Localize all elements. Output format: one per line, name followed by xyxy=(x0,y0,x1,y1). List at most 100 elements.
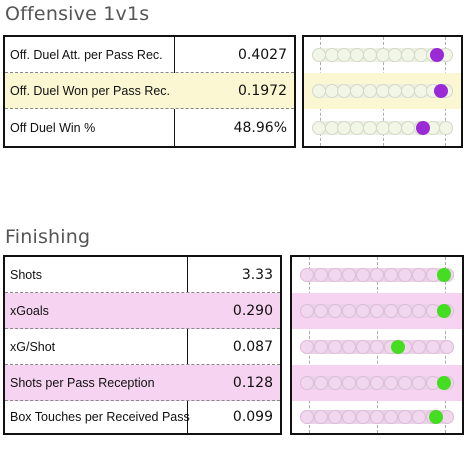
percentile-bead xyxy=(356,376,370,390)
percentile-row xyxy=(292,329,462,365)
stat-value: 48.96% xyxy=(233,119,287,136)
percentile-bead xyxy=(356,268,370,282)
stat-label: Off Duel Win % xyxy=(10,120,96,135)
percentile-bead xyxy=(300,268,314,282)
percentile-bead xyxy=(356,340,370,354)
percentile-bead xyxy=(350,120,365,135)
percentile-track xyxy=(300,376,454,390)
percentile-bead xyxy=(400,48,415,62)
percentile-track xyxy=(312,48,453,62)
percentile-bead xyxy=(300,376,314,390)
stat-label: Off. Duel Att. per Pass Rec. xyxy=(10,47,163,62)
percentile-bead xyxy=(384,376,398,390)
percentile-bead xyxy=(412,410,426,424)
offensive-percentile-chart xyxy=(302,35,463,148)
percentile-bead xyxy=(300,340,314,354)
percentile-marker xyxy=(437,304,452,318)
percentile-bead xyxy=(314,304,328,318)
percentile-bead xyxy=(328,340,342,354)
percentile-bead xyxy=(370,376,384,390)
stat-label: Shots xyxy=(10,267,42,282)
percentile-marker xyxy=(437,268,452,282)
percentile-bead xyxy=(426,340,440,354)
stat-label: Box Touches per Received Pass xyxy=(10,410,190,424)
percentile-bead xyxy=(362,48,377,62)
finishing-percentile-chart xyxy=(290,255,464,435)
percentile-marker xyxy=(433,84,448,98)
percentile-bead xyxy=(440,340,454,354)
percentile-bead xyxy=(342,410,356,424)
stat-value: 0.1972 xyxy=(238,82,287,99)
percentile-track xyxy=(312,120,453,135)
column-divider xyxy=(187,257,188,433)
percentile-bead xyxy=(412,340,426,354)
percentile-bead xyxy=(350,48,365,62)
percentile-bead xyxy=(328,268,342,282)
stat-value: 0.128 xyxy=(232,374,273,391)
percentile-row xyxy=(304,37,461,73)
percentile-bead xyxy=(300,304,314,318)
percentile-bead xyxy=(362,120,377,135)
percentile-bead xyxy=(342,268,356,282)
percentile-bead xyxy=(342,376,356,390)
percentile-bead xyxy=(328,304,342,318)
percentile-bead xyxy=(384,410,398,424)
percentile-bead xyxy=(370,304,384,318)
percentile-marker xyxy=(437,376,452,390)
percentile-bead xyxy=(356,304,370,318)
percentile-bead xyxy=(370,410,384,424)
section-title-offensive-1v1s: Offensive 1v1s xyxy=(5,3,150,25)
stat-label: Shots per Pass Reception xyxy=(10,375,155,390)
stat-label: xG/Shot xyxy=(10,339,56,354)
percentile-row xyxy=(304,73,461,109)
percentile-row xyxy=(292,257,462,293)
percentile-bead xyxy=(314,410,328,424)
stat-label: xGoals xyxy=(10,303,49,318)
percentile-track xyxy=(300,304,454,318)
percentile-track xyxy=(312,84,453,98)
stat-value: 0.087 xyxy=(232,338,273,355)
percentile-track xyxy=(300,410,454,424)
percentile-bead xyxy=(314,376,328,390)
percentile-row xyxy=(292,401,462,433)
stat-row: Box Touches per Received Pass 0.099 xyxy=(5,401,280,433)
percentile-bead xyxy=(342,304,356,318)
section-title-finishing: Finishing xyxy=(5,226,91,248)
percentile-bead xyxy=(356,410,370,424)
percentile-bead xyxy=(384,304,398,318)
stat-row: Off Duel Win % 48.96% xyxy=(5,109,294,146)
percentile-marker xyxy=(430,48,445,62)
percentile-bead xyxy=(412,376,426,390)
stat-label: Off. Duel Won per Pass Rec. xyxy=(10,83,171,98)
stat-row: Off. Duel Won per Pass Rec. 0.1972 xyxy=(5,73,294,109)
percentile-bead xyxy=(412,268,426,282)
percentile-bead xyxy=(362,84,377,98)
percentile-row xyxy=(292,365,462,401)
percentile-bead xyxy=(384,268,398,282)
percentile-row xyxy=(304,109,461,146)
percentile-bead xyxy=(312,48,326,62)
stat-row: Shots per Pass Reception 0.128 xyxy=(5,365,280,401)
percentile-marker xyxy=(391,340,405,354)
percentile-bead xyxy=(398,376,412,390)
percentile-bead xyxy=(314,340,328,354)
percentile-bead xyxy=(439,120,453,135)
percentile-bead xyxy=(412,304,426,318)
percentile-bead xyxy=(370,340,384,354)
percentile-track xyxy=(300,340,454,354)
percentile-row xyxy=(292,293,462,329)
percentile-bead xyxy=(400,84,415,98)
finishing-stats-table: Shots 3.33 xGoals 0.290 xG/Shot 0.087 Sh… xyxy=(3,255,282,435)
stat-value: 3.33 xyxy=(241,266,273,283)
percentile-bead xyxy=(328,410,342,424)
percentile-bead xyxy=(398,268,412,282)
percentile-marker xyxy=(416,120,431,135)
stat-row: Shots 3.33 xyxy=(5,257,280,293)
percentile-bead xyxy=(314,268,328,282)
stat-value: 0.4027 xyxy=(238,46,287,63)
percentile-bead xyxy=(342,340,356,354)
stat-row: xGoals 0.290 xyxy=(5,293,280,329)
percentile-bead xyxy=(398,304,412,318)
stat-row: xG/Shot 0.087 xyxy=(5,329,280,365)
percentile-bead xyxy=(300,410,314,424)
